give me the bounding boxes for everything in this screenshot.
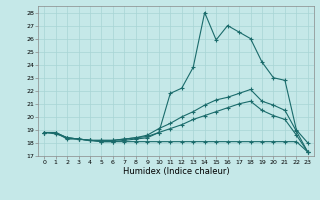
X-axis label: Humidex (Indice chaleur): Humidex (Indice chaleur) — [123, 167, 229, 176]
